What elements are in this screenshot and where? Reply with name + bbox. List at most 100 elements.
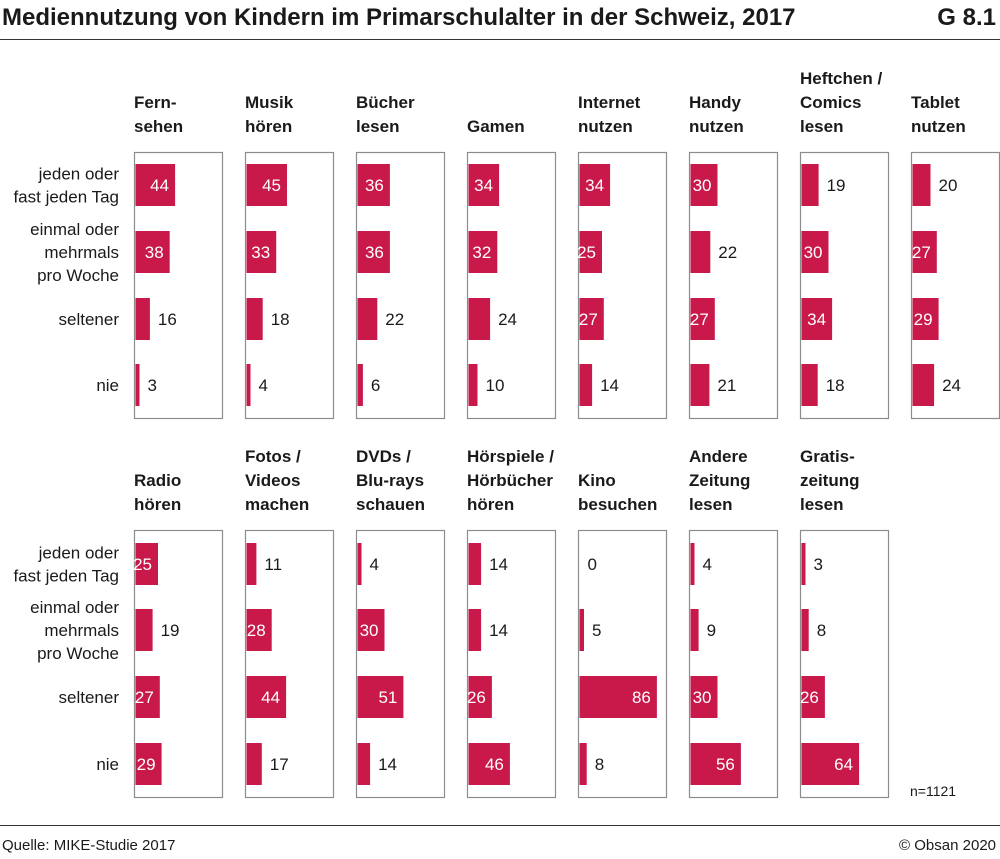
panel-frame: [244, 529, 335, 799]
bar-value-label: 44: [261, 688, 280, 707]
bar: [135, 231, 170, 273]
bar: [357, 164, 390, 206]
bar: [801, 298, 833, 340]
top-divider: [0, 39, 1000, 40]
bar-value-label: 9: [707, 621, 716, 640]
bar: [246, 364, 251, 406]
bar-value-label: 19: [161, 621, 180, 640]
row-label: pro Woche: [37, 266, 119, 285]
row-label: jeden oder: [38, 165, 120, 184]
bar-value-label: 20: [939, 176, 958, 195]
panel-title: lesen: [689, 495, 732, 514]
bar-value-label: 56: [716, 755, 735, 774]
bar-value-label: 51: [378, 688, 397, 707]
bar: [801, 609, 809, 651]
bar: [246, 231, 277, 273]
bar-value-label: 22: [718, 243, 737, 262]
bar: [579, 164, 611, 206]
bar-value-label: 8: [595, 755, 604, 774]
row-label: nie: [96, 755, 119, 774]
bar: [357, 364, 363, 406]
panel-title: Heftchen /: [800, 69, 882, 88]
panel-frame: [355, 151, 446, 420]
bar-value-label: 38: [145, 243, 164, 262]
bar: [801, 231, 829, 273]
bar-value-label: 30: [693, 176, 712, 195]
bar-value-label: 34: [585, 176, 604, 195]
panel-frame: [133, 529, 224, 799]
bar-value-label: 8: [817, 621, 826, 640]
panel-title: schauen: [356, 495, 425, 514]
bar-value-label: 26: [467, 688, 486, 707]
bar: [801, 543, 806, 585]
bar: [246, 543, 257, 585]
panel-title: Tablet: [911, 93, 960, 112]
row-label: einmal oder: [30, 220, 119, 239]
panel-title: Fern-: [134, 93, 177, 112]
row-label: pro Woche: [37, 644, 119, 663]
bar: [357, 543, 362, 585]
bar-value-label: 27: [579, 310, 598, 329]
bar: [135, 609, 153, 651]
bar-value-label: 0: [588, 555, 597, 574]
bar-value-label: 14: [378, 755, 397, 774]
bar-value-label: 14: [489, 555, 508, 574]
bar: [135, 676, 160, 718]
panel-title: Zeitung: [689, 471, 750, 490]
panel-frame: [799, 529, 890, 799]
bar-value-label: 11: [264, 555, 282, 574]
bar-value-label: 5: [592, 621, 601, 640]
bar-value-label: 29: [137, 755, 156, 774]
bar: [801, 743, 860, 785]
bar: [135, 298, 150, 340]
bar: [468, 164, 500, 206]
panel-frame: [133, 151, 224, 420]
panel-frame: [577, 529, 668, 799]
panel-title: DVDs /: [356, 447, 411, 466]
bar-value-label: 27: [690, 310, 709, 329]
row-label: jeden oder: [38, 544, 120, 563]
panel-title: Kino: [578, 471, 616, 490]
bar: [357, 609, 385, 651]
bar: [690, 609, 699, 651]
panel-title: Hörbücher: [467, 471, 553, 490]
bar-value-label: 36: [365, 243, 384, 262]
bar-value-label: 4: [370, 555, 379, 574]
panel-title: Musik: [245, 93, 294, 112]
bar-value-label: 25: [133, 555, 152, 574]
bar-value-label: 64: [834, 755, 853, 774]
bar: [801, 676, 825, 718]
bar: [579, 298, 604, 340]
bar-value-label: 25: [577, 243, 596, 262]
row-label: mehrmals: [44, 243, 119, 262]
bar-value-label: 27: [135, 688, 154, 707]
bar: [579, 231, 602, 273]
source-note: Quelle: MIKE-Studie 2017: [2, 837, 176, 854]
row-label: mehrmals: [44, 621, 119, 640]
bar-value-label: 24: [498, 310, 517, 329]
bar: [912, 164, 931, 206]
panel-title: machen: [245, 495, 309, 514]
panel-title: nutzen: [689, 117, 744, 136]
bar: [912, 298, 939, 340]
bar-value-label: 3: [814, 555, 823, 574]
row-label: fast jeden Tag: [13, 567, 119, 586]
panel-title: sehen: [134, 117, 183, 136]
bar-value-label: 10: [486, 376, 505, 395]
panel-title: Comics: [800, 93, 861, 112]
bar: [912, 231, 937, 273]
bar: [357, 743, 371, 785]
bar: [690, 543, 695, 585]
bar: [135, 543, 158, 585]
bar: [246, 298, 263, 340]
panel-title: lesen: [800, 117, 843, 136]
panel-frame: [688, 529, 779, 799]
panel-title: nutzen: [911, 117, 966, 136]
bar-value-label: 18: [271, 310, 290, 329]
panel-frame: [355, 529, 446, 799]
bar: [579, 743, 587, 785]
row-label: einmal oder: [30, 598, 119, 617]
bar-value-label: 24: [942, 376, 961, 395]
bar-value-label: 16: [158, 310, 177, 329]
bar: [468, 743, 510, 785]
